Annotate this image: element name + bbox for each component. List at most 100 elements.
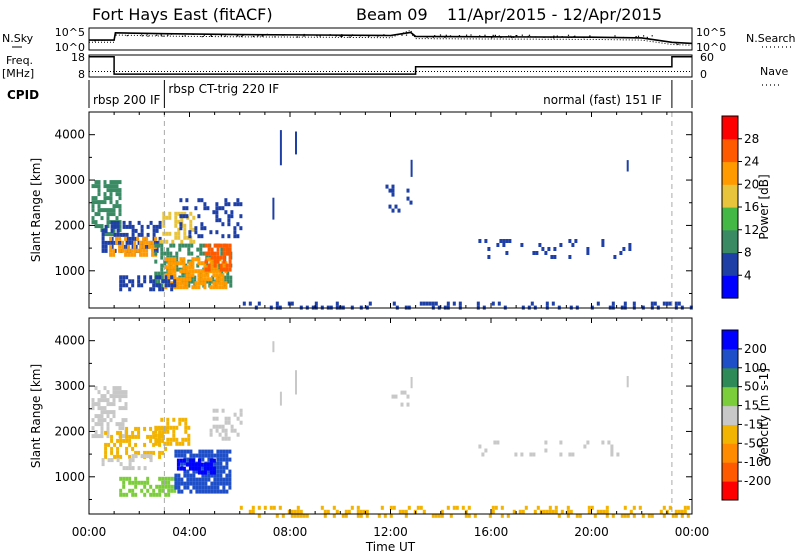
scatter-cell: [236, 198, 240, 203]
scatter-cell: [182, 285, 186, 290]
colorbar-tick-label: 4: [744, 268, 752, 282]
scatter-cell: [169, 425, 173, 430]
scatter-cell: [143, 275, 147, 280]
scatter-cell: [133, 248, 137, 253]
scatter-cell: [601, 440, 605, 445]
scatter-cell: [119, 492, 123, 497]
scatter-cell: [191, 466, 195, 471]
scatter-cell: [131, 430, 135, 435]
scatter-cell: [164, 484, 168, 489]
scatter-cell: [209, 277, 213, 282]
freq-series-line: [89, 56, 692, 75]
scatter-cell: [215, 285, 219, 290]
scatter-cell: [152, 450, 156, 455]
scatter-cell: [199, 251, 203, 256]
scatter-cell: [200, 222, 204, 227]
scatter-cell: [213, 251, 217, 256]
scatter-cell: [133, 244, 137, 249]
scatter-cell: [616, 452, 620, 457]
scatter-cell: [161, 287, 165, 292]
scatter-cell: [163, 441, 167, 446]
scatter-cell: [128, 438, 132, 443]
scatter-cell: [219, 453, 223, 458]
scatter-cell: [183, 481, 187, 486]
scatter-cell: [183, 485, 187, 490]
noise-sample: [274, 36, 276, 38]
scatter-cell: [181, 417, 185, 422]
scatter-cell: [404, 513, 408, 518]
scatter-cell: [158, 450, 162, 455]
scatter-cell: [119, 232, 123, 237]
scatter-cell: [109, 212, 113, 217]
scatter-cell: [104, 450, 108, 455]
scatter-cell: [176, 261, 180, 266]
scatter-cell: [113, 232, 117, 237]
scatter-cell: [212, 424, 216, 429]
echo-streak: [410, 377, 413, 389]
scatter-cell: [200, 277, 204, 282]
scatter-cell: [103, 200, 107, 205]
scatter-cell: [216, 255, 220, 260]
scatter-cell: [157, 279, 161, 284]
scatter-cell: [200, 281, 204, 286]
scatter-cell: [207, 489, 211, 494]
noise-ytick-right: 10^5: [696, 26, 726, 39]
noise-sample: [341, 34, 343, 36]
scatter-cell: [610, 452, 614, 457]
noise-sample: [141, 33, 143, 35]
scatter-cell: [151, 244, 155, 249]
scatter-cell: [179, 285, 183, 290]
scatter-cell: [187, 283, 191, 288]
scatter-cell: [434, 301, 438, 306]
scatter-cell: [219, 461, 223, 466]
scatter-cell: [203, 462, 207, 467]
noise-sample: [262, 34, 264, 36]
scatter-cell: [128, 240, 132, 245]
noise-sample: [126, 35, 128, 37]
scatter-cell: [216, 247, 220, 252]
scatter-cell: [91, 418, 95, 423]
scatter-cell: [227, 420, 231, 425]
scatter-cell: [394, 204, 398, 209]
scatter-cell: [578, 513, 582, 518]
y-tick-label: 3000: [54, 379, 85, 393]
scatter-cell: [186, 473, 190, 478]
scatter-cell: [440, 513, 444, 518]
scatter-cell: [189, 227, 193, 232]
scatter-cell: [158, 220, 162, 225]
scatter-cell: [532, 251, 536, 255]
scatter-cell: [101, 236, 105, 241]
scatter-cell: [164, 283, 168, 288]
scatter-cell: [203, 273, 207, 278]
scatter-cell: [152, 434, 156, 439]
scatter-cell: [116, 228, 120, 233]
scatter-cell: [225, 477, 229, 482]
scatter-cell: [104, 454, 108, 459]
scatter-cell: [110, 224, 114, 229]
noise-sample: [94, 40, 96, 42]
scatter-cell: [167, 480, 171, 485]
scatter-cell: [347, 509, 351, 514]
scatter-cell: [568, 255, 572, 259]
scatter-cell: [190, 279, 194, 284]
scatter-cell: [163, 259, 167, 264]
scatter-cell: [554, 505, 558, 510]
scatter-cell: [110, 438, 114, 443]
scatter-cell: [118, 406, 122, 411]
scatter-cell: [106, 216, 110, 221]
noise-sample: [236, 35, 238, 37]
scatter-cell: [169, 437, 173, 442]
scatter-cell: [502, 243, 506, 247]
scatter-cell: [116, 446, 120, 451]
scatter-cell: [228, 255, 232, 260]
colorbar-swatch: [722, 330, 738, 350]
scatter-cell: [146, 476, 150, 481]
scatter-cell: [226, 279, 230, 284]
scatter-cell: [222, 465, 226, 470]
scatter-cell: [197, 462, 201, 467]
scatter-cell: [173, 488, 177, 493]
scatter-cell: [218, 285, 222, 290]
noise-sample: [257, 35, 259, 37]
scatter-cell: [194, 230, 198, 235]
noise-sample: [156, 34, 158, 36]
